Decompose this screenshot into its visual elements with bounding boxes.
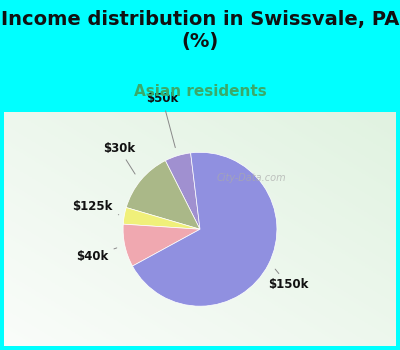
Text: Asian residents: Asian residents: [134, 84, 266, 99]
Wedge shape: [123, 208, 200, 229]
Text: $30k: $30k: [103, 142, 135, 174]
Text: $50k: $50k: [146, 92, 178, 148]
Text: $40k: $40k: [76, 248, 117, 263]
Text: $125k: $125k: [72, 200, 119, 215]
Text: $150k: $150k: [268, 269, 308, 292]
Text: City-Data.com: City-Data.com: [217, 173, 286, 183]
Wedge shape: [126, 161, 200, 229]
Text: Income distribution in Swissvale, PA
(%): Income distribution in Swissvale, PA (%): [1, 10, 399, 51]
Wedge shape: [123, 224, 200, 266]
Wedge shape: [132, 152, 277, 306]
Wedge shape: [165, 153, 200, 229]
